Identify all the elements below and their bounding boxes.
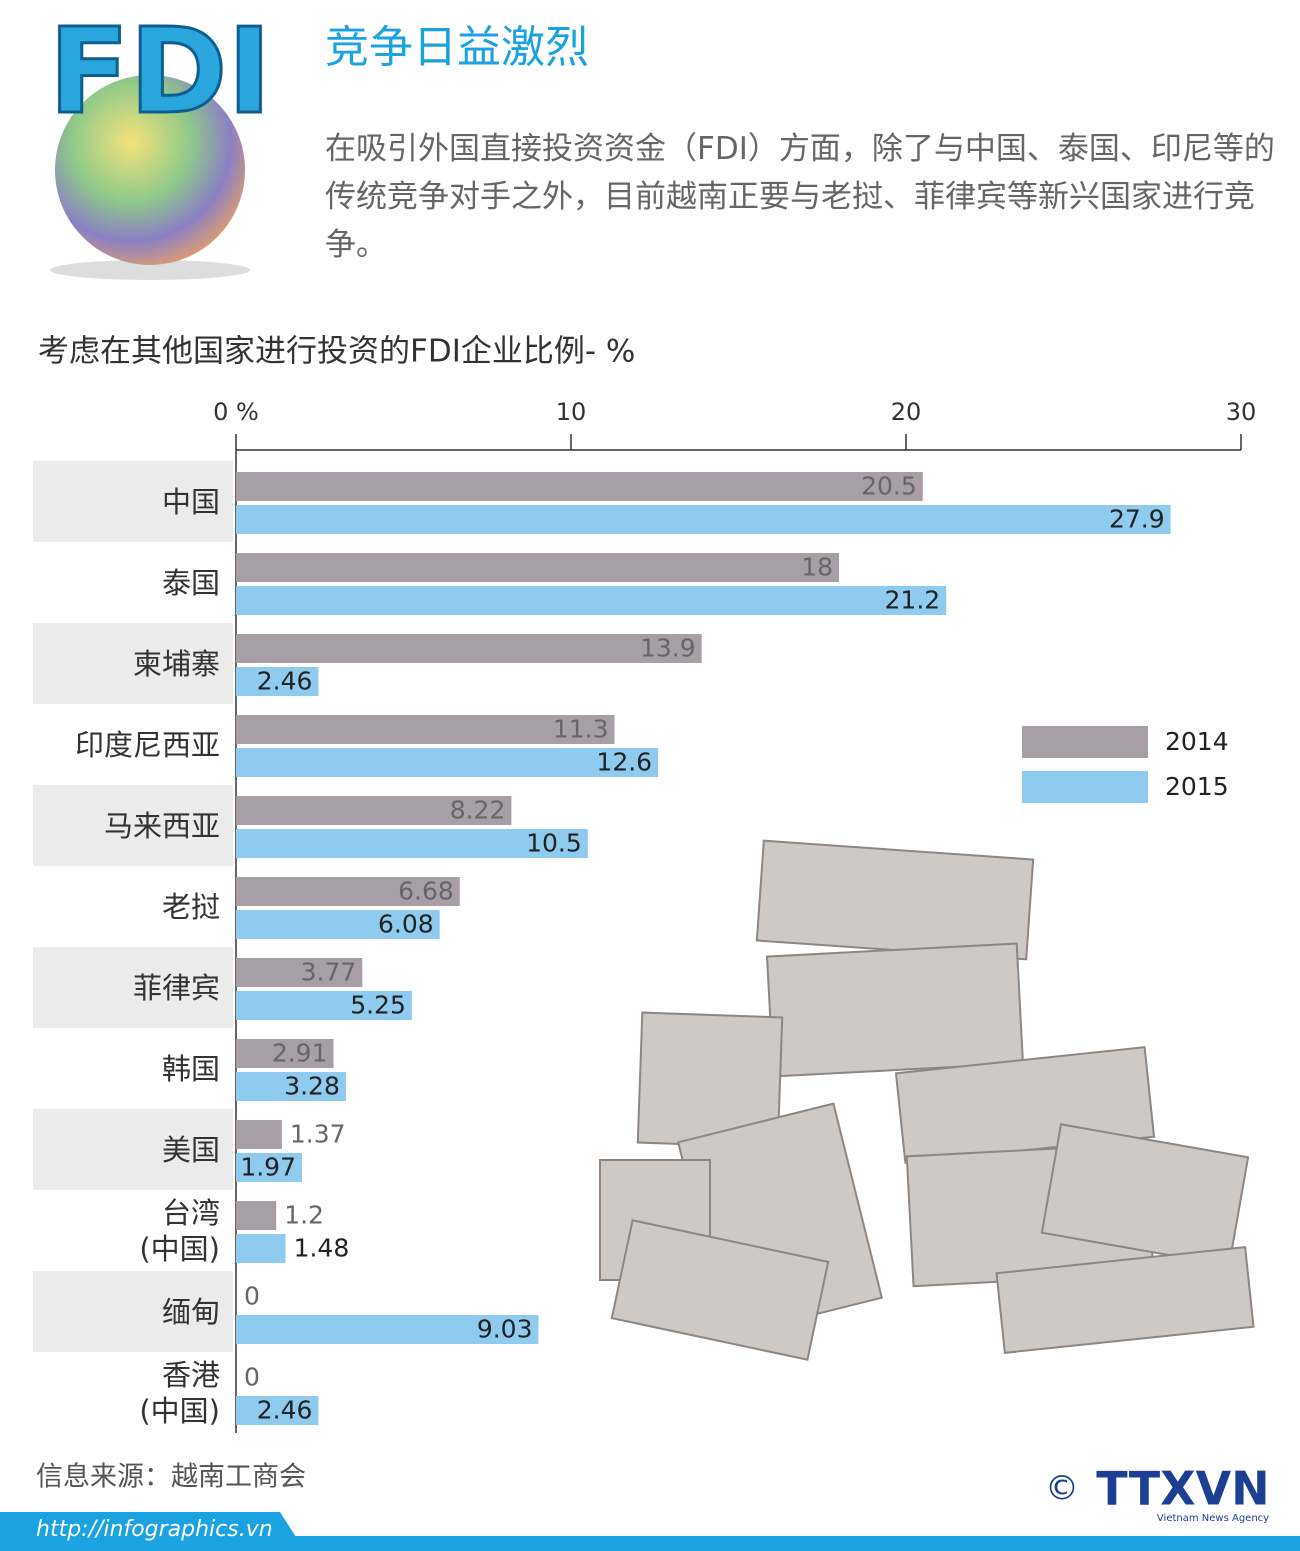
value-label: 3.77 <box>301 958 357 987</box>
money-illustration <box>599 839 1255 1361</box>
legend-swatch <box>1022 726 1148 758</box>
x-tick-label: 30 <box>1226 398 1257 426</box>
bar <box>236 586 947 615</box>
row-band <box>33 785 233 866</box>
legend-label: 2014 <box>1165 727 1229 756</box>
value-label: 2.46 <box>257 667 313 696</box>
footer-url: http://infographics.vn <box>36 1517 273 1542</box>
x-tick-label: 10 <box>556 398 587 426</box>
y-tick-label: 马来西亚 <box>103 808 220 843</box>
value-label: 5.25 <box>350 991 406 1020</box>
y-tick-label: 菲律宾 <box>132 970 220 1005</box>
value-label: 1.2 <box>284 1201 324 1230</box>
bar <box>236 634 702 663</box>
bar <box>236 472 923 501</box>
value-label: 0 <box>244 1363 260 1392</box>
x-tick-label: 0 % <box>213 398 259 426</box>
row-band <box>33 1109 233 1190</box>
bar <box>236 1120 282 1149</box>
y-tick-label: 美国 <box>161 1132 220 1167</box>
bar <box>236 715 615 744</box>
bar <box>236 877 460 906</box>
y-tick-label: 老挝 <box>161 889 220 924</box>
legend-swatch <box>1022 771 1148 803</box>
row-band <box>33 1271 233 1352</box>
value-label: 2.46 <box>257 1396 313 1425</box>
chart-title: 考虑在其他国家进行投资的FDI企业比例- % <box>38 334 635 370</box>
value-label: 9.03 <box>477 1315 533 1344</box>
y-tick-label: 柬埔寨 <box>132 646 220 681</box>
bar <box>236 958 363 987</box>
agency-subtitle: Vietnam News Agency <box>1157 1513 1269 1524</box>
value-label: 10.5 <box>526 829 582 858</box>
bar <box>236 1072 346 1101</box>
y-tick-label: 印度尼西亚 <box>74 727 220 762</box>
footer-tab <box>0 1512 305 1551</box>
bar <box>236 1201 277 1230</box>
value-label: 1.97 <box>240 1153 296 1182</box>
bar <box>236 1039 334 1068</box>
bar <box>236 505 1171 534</box>
source: 信息来源：越南工商会 <box>36 1462 306 1493</box>
value-label: 27.9 <box>1109 505 1165 534</box>
value-label: 1.48 <box>294 1234 350 1263</box>
description: 在吸引外国直接投资资金（FDI）方面，除了与中国、泰国、印尼等的传统竞争对手之外… <box>325 131 1275 263</box>
y-tick-label: 韩国 <box>161 1051 220 1086</box>
value-label: 0 <box>244 1282 260 1311</box>
value-label: 8.22 <box>450 796 506 825</box>
value-label: 1.37 <box>290 1120 346 1149</box>
bar <box>236 829 588 858</box>
value-label: 21.2 <box>885 586 941 615</box>
bar <box>236 991 412 1020</box>
bar <box>236 1153 302 1182</box>
row-band <box>33 461 233 542</box>
value-label: 3.28 <box>284 1072 340 1101</box>
value-label: 12.6 <box>596 748 652 777</box>
bar <box>236 1396 319 1425</box>
logo: FDI <box>49 2 271 140</box>
value-label: 2.91 <box>272 1039 328 1068</box>
x-tick-label: 20 <box>891 398 922 426</box>
y-tick-label: 泰国 <box>161 565 220 600</box>
legend-label: 2015 <box>1165 772 1229 801</box>
bar <box>236 1315 539 1344</box>
globe <box>55 75 245 265</box>
bar <box>236 553 839 582</box>
bar <box>236 748 659 777</box>
value-label: 6.08 <box>378 910 434 939</box>
value-label: 18 <box>801 553 833 582</box>
row-band <box>33 623 233 704</box>
footer-bar <box>0 1536 1300 1551</box>
bar <box>236 667 319 696</box>
value-label: 6.68 <box>398 877 454 906</box>
agency: TTXVN <box>1096 1462 1269 1516</box>
value-label: 11.3 <box>553 715 609 744</box>
title: 竞争日益激烈 <box>325 22 589 73</box>
y-tick-label: 缅甸 <box>161 1294 220 1329</box>
bar <box>236 910 440 939</box>
value-label: 20.5 <box>861 472 917 501</box>
bar <box>236 1234 286 1263</box>
y-tick-label: 香港 (中国) <box>139 1357 220 1428</box>
value-label: 13.9 <box>640 634 696 663</box>
y-tick-label: 中国 <box>161 484 220 519</box>
globe-shadow <box>50 260 250 280</box>
bar <box>236 796 512 825</box>
y-tick-label: 台湾 (中国) <box>139 1195 220 1266</box>
copyright: © <box>1045 1469 1079 1509</box>
row-band <box>33 947 233 1028</box>
